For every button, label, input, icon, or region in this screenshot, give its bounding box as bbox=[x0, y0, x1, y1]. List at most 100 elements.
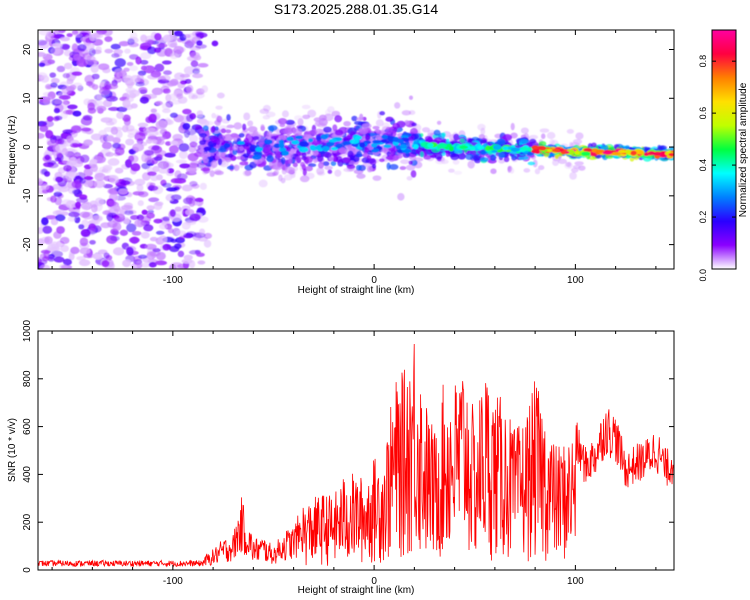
spectrogram-cell bbox=[214, 169, 222, 175]
spectrogram-cell bbox=[93, 179, 106, 189]
spectrogram-cell bbox=[146, 205, 155, 211]
spectrogram-cell bbox=[42, 256, 50, 262]
spectrogram-cell bbox=[200, 167, 210, 172]
spectrogram-cell bbox=[79, 154, 90, 163]
spectrogram-cell bbox=[235, 155, 245, 160]
spectrogram-cell bbox=[308, 138, 314, 143]
spectrogram-cell bbox=[178, 143, 190, 152]
spectrogram-cell bbox=[185, 209, 195, 216]
spectrogram-cell bbox=[281, 110, 289, 118]
spectrogram-cell bbox=[405, 164, 416, 171]
spectrogram-cell bbox=[172, 90, 184, 98]
spectrogram-cell bbox=[433, 129, 441, 136]
spectrogram-cell bbox=[324, 165, 333, 170]
spectrogram-cell bbox=[153, 47, 162, 53]
spectrogram-ytick-label: -20 bbox=[22, 237, 33, 252]
spectrogram-cell bbox=[520, 146, 528, 151]
spectrogram-cell bbox=[63, 50, 73, 57]
spectrogram-cell bbox=[173, 45, 184, 55]
spectrogram-cell bbox=[335, 143, 343, 149]
spectrogram-cell bbox=[209, 170, 215, 177]
spectrogram-cell bbox=[625, 149, 632, 155]
spectrogram-cell bbox=[267, 125, 278, 132]
spectrogram-cell bbox=[509, 167, 515, 174]
spectrogram-cell bbox=[291, 140, 300, 145]
spectrogram-cell bbox=[218, 134, 226, 141]
spectrogram-cell bbox=[356, 173, 366, 179]
spectrogram-cell bbox=[170, 194, 182, 201]
spectrogram-cell bbox=[66, 78, 74, 85]
spectrogram-cell bbox=[154, 63, 165, 72]
spectrogram-cell bbox=[317, 171, 326, 176]
spectrogram-cell bbox=[199, 140, 206, 146]
spectrogram-cell bbox=[138, 191, 149, 198]
spectrogram-cell bbox=[354, 135, 363, 141]
spectrogram-cell bbox=[195, 32, 208, 38]
spectrogram-cell bbox=[169, 112, 178, 118]
spectrogram-cell bbox=[388, 164, 399, 170]
spectrogram-cell bbox=[359, 142, 366, 148]
spectrogram-cell bbox=[185, 39, 196, 47]
spectrogram-cell bbox=[408, 95, 414, 100]
spectrogram-cell bbox=[305, 165, 313, 172]
spectrogram-cell bbox=[55, 176, 64, 183]
spectrogram-cell bbox=[39, 125, 49, 132]
spectrogram-cell bbox=[566, 129, 575, 134]
spectrogram-cell bbox=[56, 65, 66, 73]
spectrogram-cell bbox=[313, 158, 318, 164]
spectrogram-cell bbox=[186, 84, 194, 94]
spectrogram-cell bbox=[278, 142, 285, 149]
spectrogram-cell bbox=[138, 254, 148, 259]
spectrogram-ytick-label: 10 bbox=[22, 92, 33, 104]
spectrogram-cell bbox=[239, 161, 249, 166]
spectrogram-cell bbox=[266, 168, 273, 177]
spectrogram-cell bbox=[401, 148, 412, 154]
spectrogram-cell bbox=[68, 157, 78, 166]
spectrogram-cell bbox=[334, 129, 344, 136]
spectrogram-cell bbox=[97, 63, 110, 71]
spectrogram-cell bbox=[114, 58, 126, 68]
spectrogram-cell bbox=[375, 134, 382, 141]
spectrogram-cell bbox=[54, 115, 63, 121]
spectrogram-cell bbox=[410, 159, 418, 166]
spectrogram-cell bbox=[301, 104, 311, 110]
spectrogram-cell bbox=[61, 155, 71, 165]
spectrogram-cell bbox=[602, 151, 612, 155]
spectrogram-cell bbox=[91, 84, 99, 90]
spectrogram-cell bbox=[546, 131, 556, 140]
spectrogram-cell bbox=[178, 235, 186, 241]
spectrogram-cell bbox=[83, 139, 93, 146]
spectrogram-cell bbox=[343, 120, 351, 127]
spectrogram-cell bbox=[162, 108, 171, 114]
spectrogram-cell bbox=[283, 127, 293, 135]
spectrogram-cell bbox=[204, 120, 214, 126]
spectrogram-cell bbox=[123, 74, 133, 84]
spectrogram-cell bbox=[372, 175, 382, 181]
spectrogram-cell bbox=[54, 157, 61, 162]
spectrogram-cell bbox=[264, 139, 273, 145]
spectrogram-cell bbox=[174, 243, 182, 249]
spectrogram-cell bbox=[408, 160, 413, 165]
snr-ytick-label: 0 bbox=[22, 567, 33, 573]
spectrogram-cell bbox=[169, 209, 176, 218]
spectrogram-cell bbox=[42, 225, 53, 234]
spectrogram-cell bbox=[67, 172, 79, 177]
spectrogram-cell bbox=[82, 114, 93, 121]
spectrogram-cell bbox=[361, 123, 372, 129]
spectrogram-cell bbox=[101, 141, 113, 150]
snr-xtick-label: 0 bbox=[371, 576, 377, 587]
spectrogram-cell bbox=[185, 220, 197, 226]
spectrogram-cell bbox=[87, 102, 96, 111]
spectrogram-cell bbox=[242, 153, 249, 158]
spectrogram-cell bbox=[318, 161, 324, 169]
spectrogram-cell bbox=[41, 183, 50, 191]
spectrogram-xlabel: Height of straight line (km) bbox=[298, 285, 415, 296]
spectrogram-cell bbox=[78, 224, 85, 230]
spectrogram-cell bbox=[216, 115, 223, 123]
spectrogram-cell bbox=[453, 170, 463, 175]
spectrogram-cell bbox=[334, 115, 343, 123]
spectrogram-cell bbox=[113, 68, 125, 78]
spectrogram-cell bbox=[233, 122, 243, 130]
spectrogram-ytick-label: 0 bbox=[22, 144, 33, 150]
spectrogram-cell bbox=[39, 264, 51, 269]
